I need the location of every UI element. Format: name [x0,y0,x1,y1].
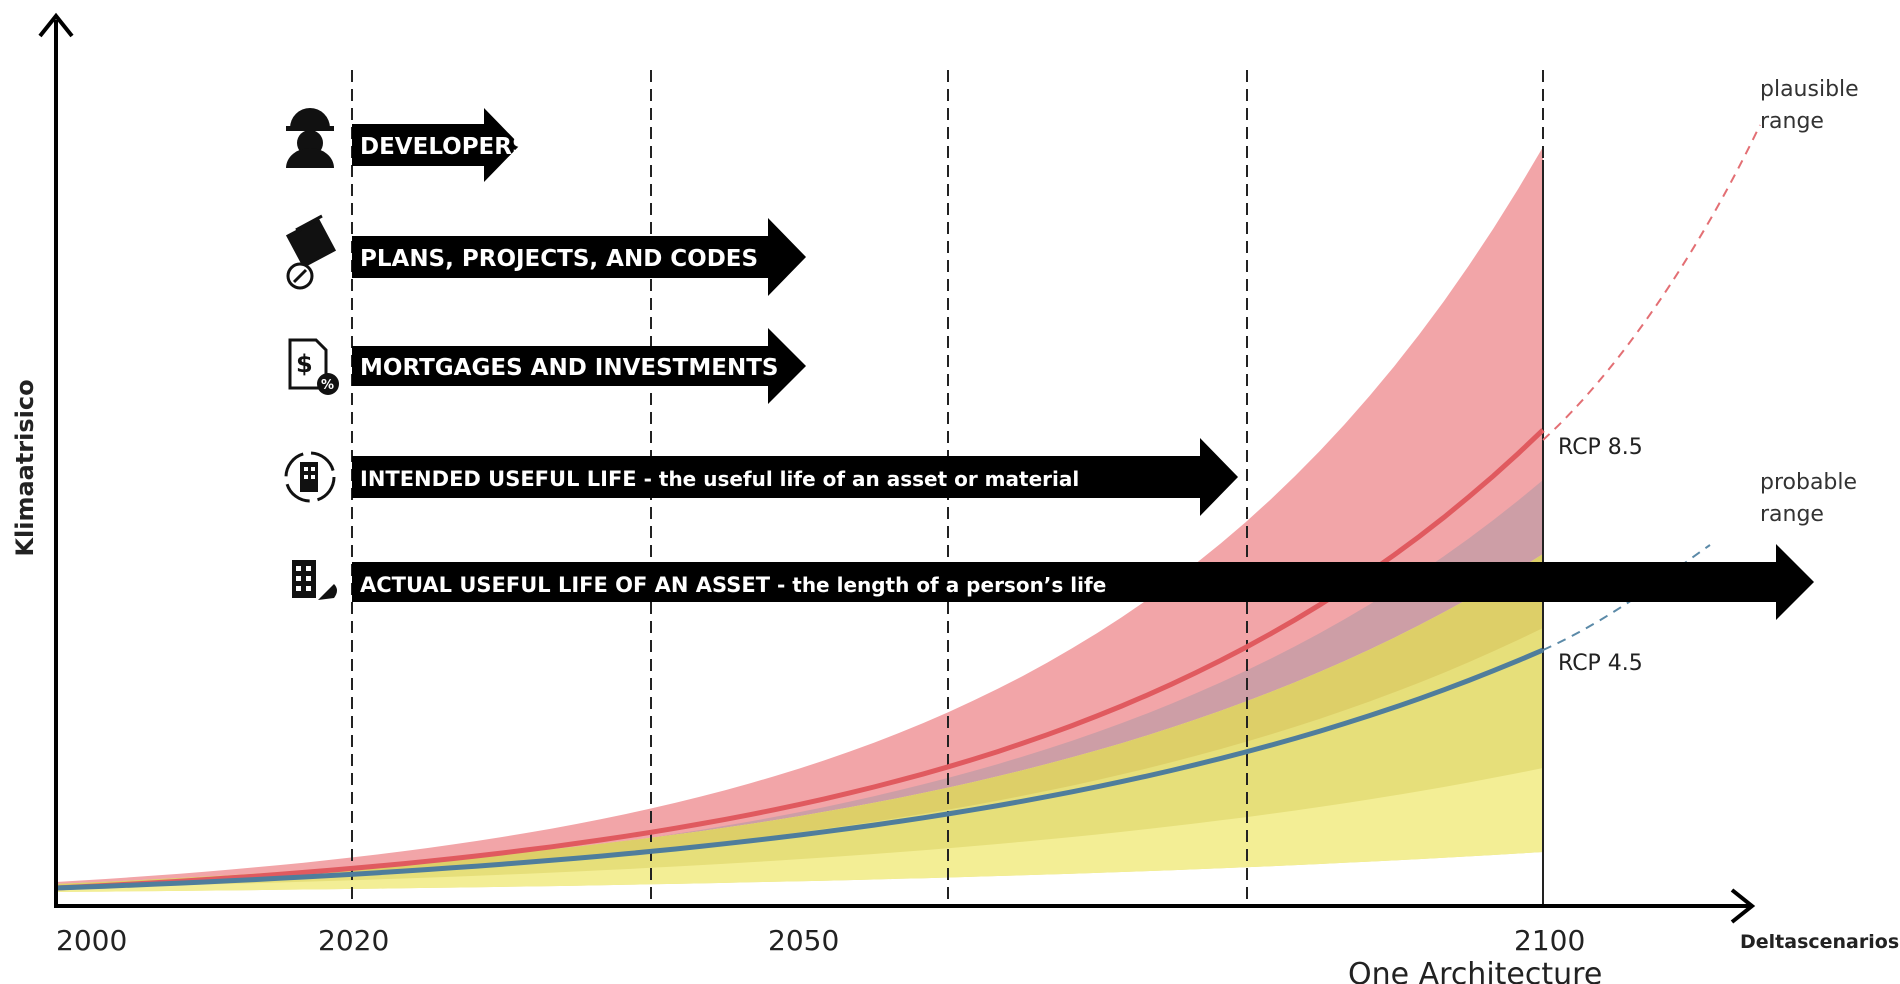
x-tick-2000: 2000 [56,924,127,957]
plausible-range-label-line1: plausible [1760,77,1859,102]
mortgage-document-icon: $ % [288,338,339,395]
axes [38,12,1756,924]
scenario-bands [56,147,1543,892]
plausible-range-label-line2: range [1760,109,1824,134]
arrow-title: INTENDED USEFUL LIFE - the useful life o… [360,467,1079,491]
worker-helmet-icon [286,108,334,168]
arrow-actual-useful-life: ACTUAL USEFUL LIFE OF AN ASSET - the len… [352,544,1814,620]
y-axis-label: Klimaatrisico [11,379,39,556]
x-tick-2020: 2020 [318,924,389,957]
credit-text: One Architecture [1348,957,1602,984]
building-plant-icon [292,560,337,600]
overlap-range-band [56,480,1543,890]
arrow-title: PLANS, PROJECTS, AND CODES [360,246,758,272]
arrow-shape [352,218,806,296]
probable-range-label-line1: probable [1760,470,1857,495]
svg-text:%: % [321,378,334,393]
rcp85-range-band [56,147,1543,884]
rcp45-low-band [56,768,1543,892]
building-cycle-icon [284,451,336,503]
arrow-title: MORTGAGES AND INVESTMENTS [360,355,778,381]
rcp45-curve [55,647,1544,891]
arrow-shape [352,544,1814,620]
arrow-title: DEVELOPERS [360,134,529,160]
arrow-shape [352,108,520,182]
y-axis-arrowhead [38,12,74,38]
x-tick-2100: 2100 [1514,924,1585,957]
rcp45-range-band [56,554,1543,892]
x-tick-2050: 2050 [768,924,839,957]
rcp85-curve [55,428,1545,891]
x-axis-label: Deltascenarios [1740,931,1899,953]
x-axis-arrowhead [1730,888,1756,924]
arrow-intended-useful-life: INTENDED USEFUL LIFE - the useful life o… [352,438,1238,516]
arrow-shape [352,438,1238,516]
arrow-plans-projects-codes: PLANS, PROJECTS, AND CODES [352,218,806,296]
probable-range-label-line2: range [1760,502,1824,527]
rcp85-label: RCP 8.5 [1558,435,1643,460]
blueprints-icon [285,214,337,290]
rcp45-label: RCP 4.5 [1558,651,1643,676]
arrow-title: ACTUAL USEFUL LIFE OF AN ASSET - the len… [360,573,1106,597]
arrow-shape [352,328,806,404]
svg-text:$: $ [296,350,313,378]
arrow-developers: DEVELOPERS [352,108,529,182]
rcp45-core-band [56,554,1543,888]
arrow-mortgages-investments: MORTGAGES AND INVESTMENTS [352,328,806,404]
plausible-range-dashed-line [1542,124,1761,441]
